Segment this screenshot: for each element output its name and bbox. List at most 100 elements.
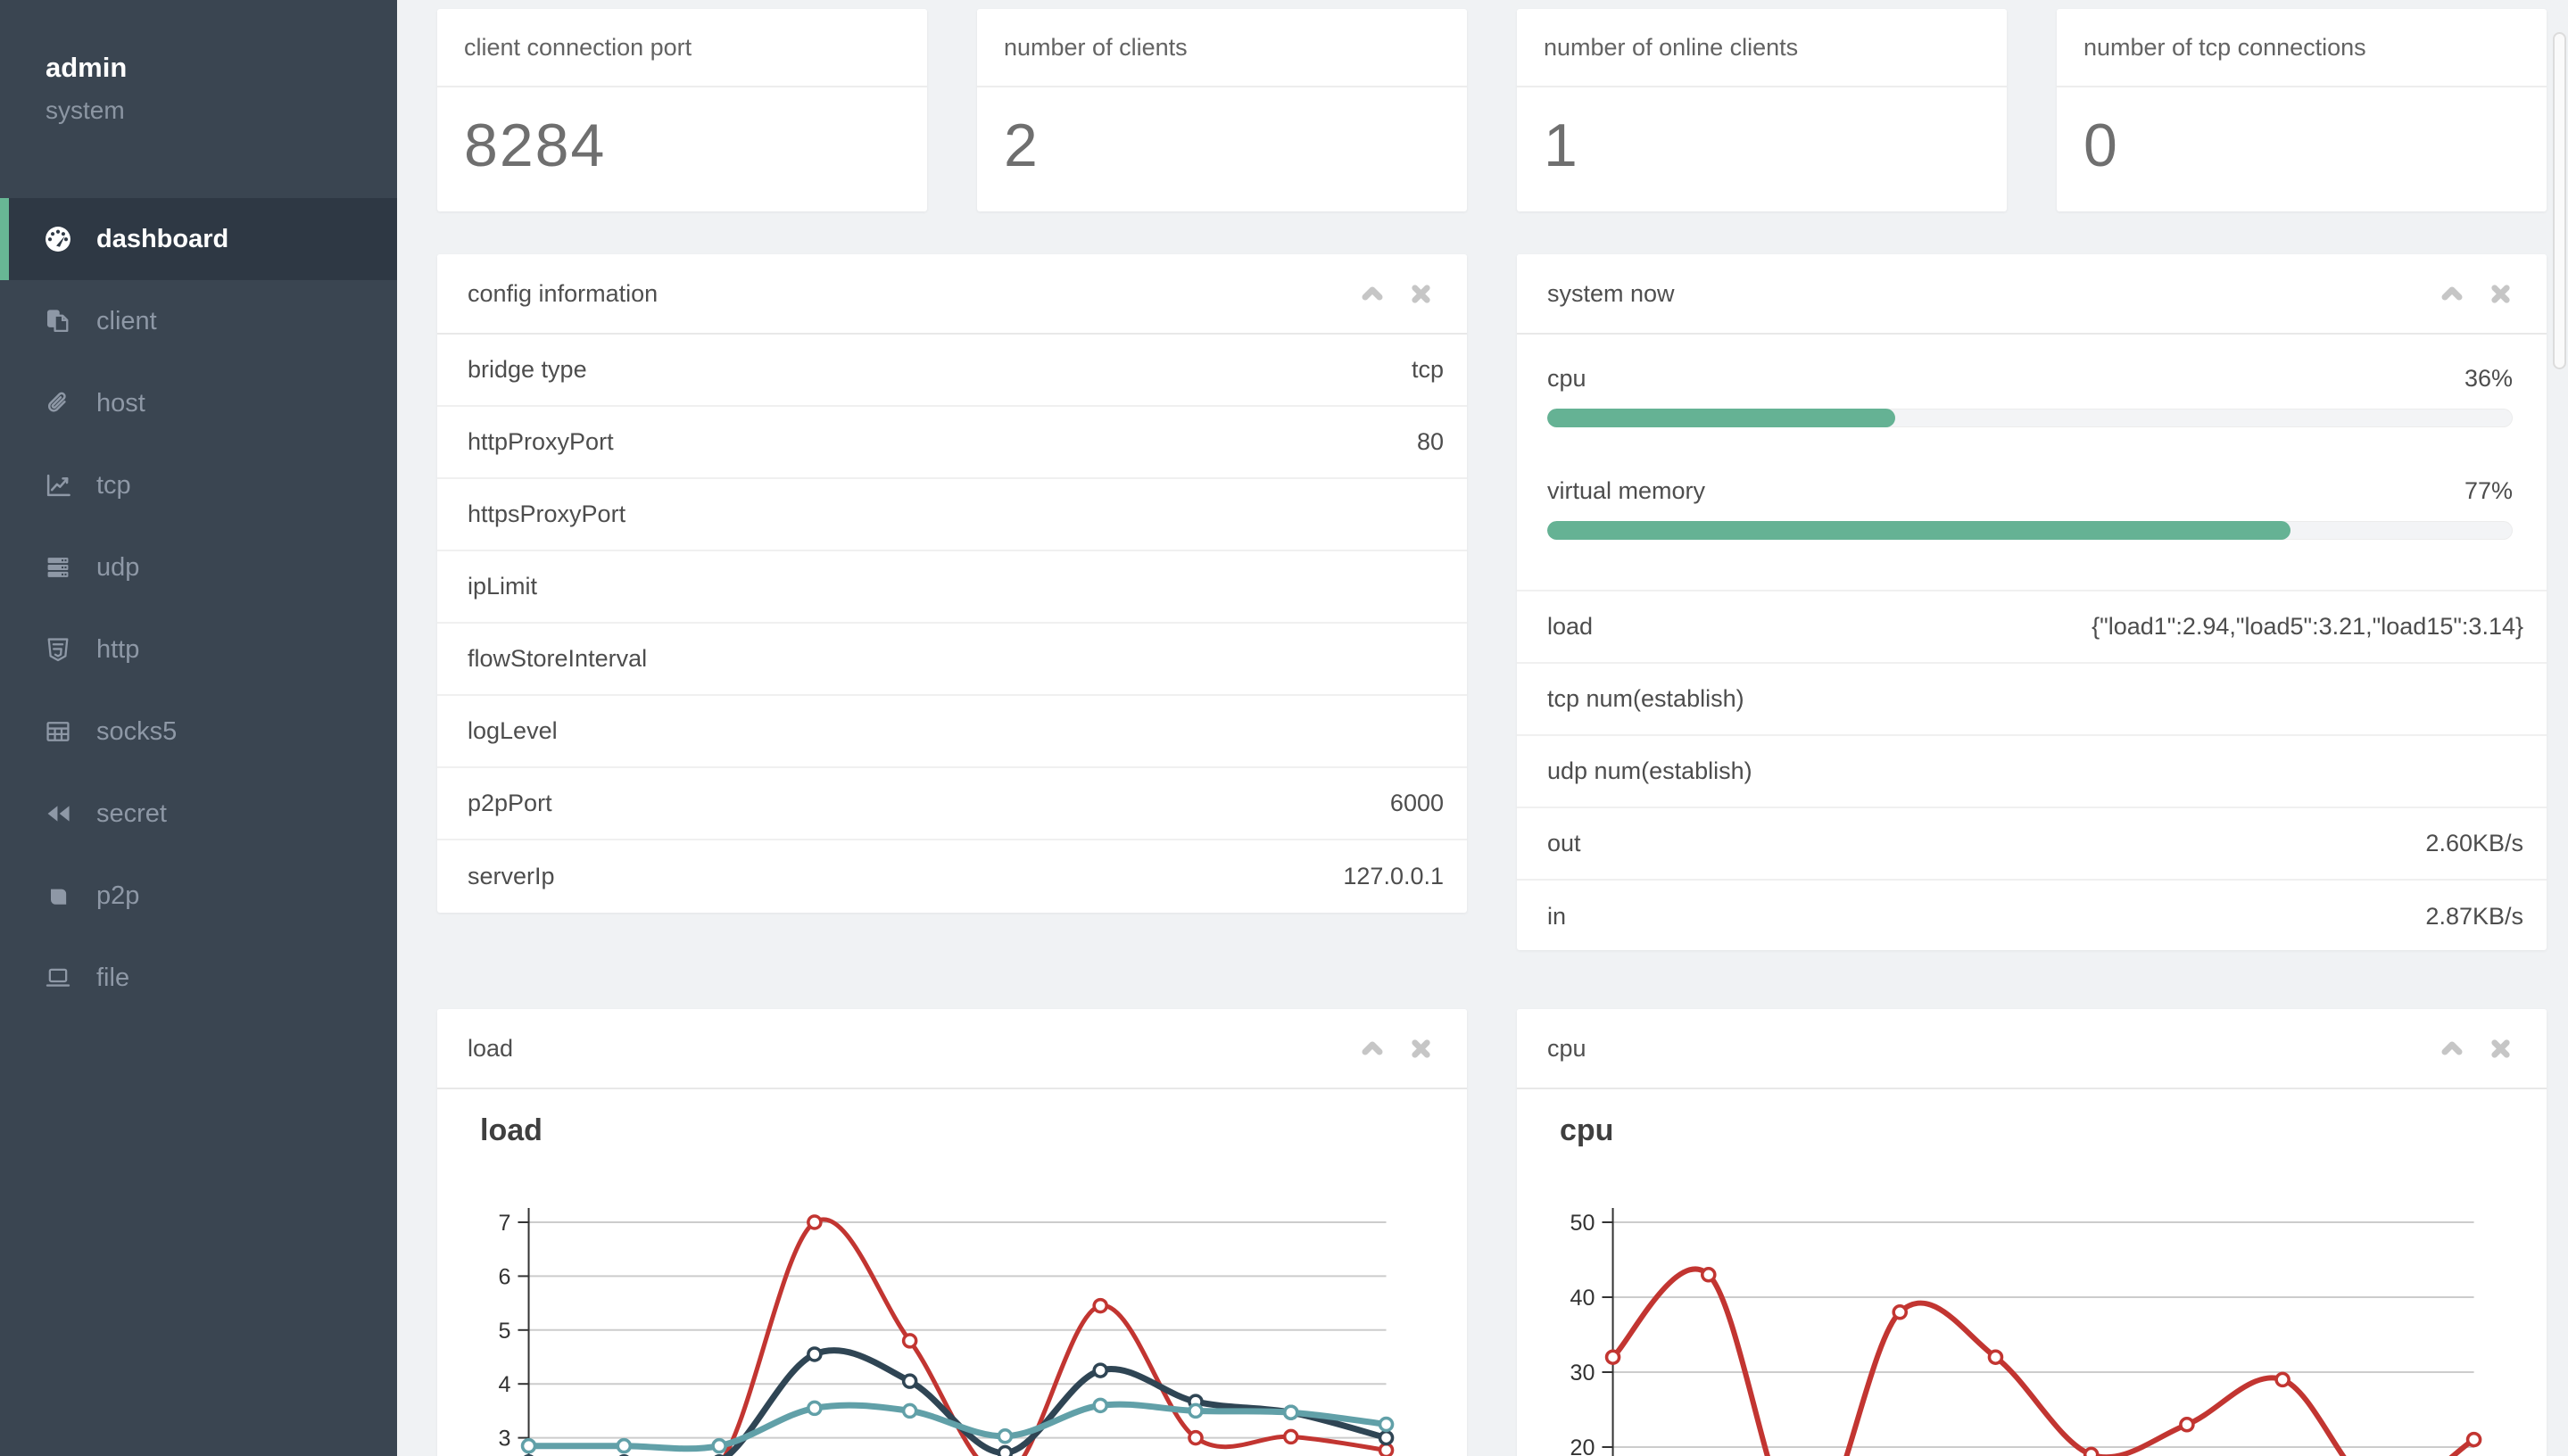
user-name: admin (46, 52, 128, 83)
system-rows: load {"load1":2.94,"load5":3.21,"load15":… (1517, 592, 2547, 950)
panel-title: system now (1547, 279, 1675, 307)
row-label: tcp num(establish) (1547, 685, 1744, 712)
system-now-panel: system now cpu 36% virtual memory 77% load {… (1517, 254, 2547, 950)
table-row: httpProxyPort 80 (437, 407, 1467, 479)
data-point-marker (1378, 1416, 1395, 1433)
load-chart[interactable]: 3 4 5 6 7 (437, 1174, 1467, 1456)
stat-card-value: 2 (1004, 112, 1040, 179)
data-point-marker (616, 1437, 633, 1454)
laptop-icon (43, 963, 73, 993)
data-point-marker (901, 1373, 918, 1389)
row-label: bridge type (468, 356, 587, 383)
stat-card: client connection port 8284 (437, 9, 927, 211)
sidebar-item-secret[interactable]: secret (0, 773, 397, 855)
config-panel: config information bridge type tcp httpPro… (437, 254, 1467, 913)
sidebar-item-p2p[interactable]: p2p (0, 855, 397, 937)
gauge-icon (43, 224, 73, 254)
sidebar-item-client[interactable]: client (0, 280, 397, 362)
row-value: 127.0.0.1 (1343, 863, 1444, 889)
y-axis-tick-label: 50 (1570, 1211, 1595, 1236)
progress-bar (1547, 409, 2513, 427)
gauge-virtual-memory: virtual memory 77% (1547, 477, 2513, 540)
sidebar-item-host[interactable]: host (0, 362, 397, 444)
panel-title: config information (468, 279, 659, 307)
stat-card: number of tcp connections 0 (2057, 9, 2547, 211)
sidebar: admin system dashboard client host tcp udp ht… (0, 0, 397, 1456)
sidebar-item-socks5[interactable]: socks5 (0, 691, 397, 773)
system-gauges: cpu 36% virtual memory 77% (1517, 335, 2547, 540)
cpu-chart-panel: cpu cpu 20 30 40 50 (1517, 1009, 2547, 1456)
row-label: httpsProxyPort (468, 500, 626, 527)
panel-title: cpu (1547, 1034, 1586, 1062)
sidebar-item-http[interactable]: http (0, 608, 397, 691)
data-point-marker (1892, 1304, 1909, 1320)
stat-card-label: client connection port (437, 9, 927, 87)
table-row: load {"load1":2.94,"load5":3.21,"load15":… (1517, 592, 2547, 664)
table-row: tcp num(establish) (1517, 664, 2547, 736)
cpu-panel-header: cpu (1517, 1009, 2547, 1089)
chevron-up-icon[interactable] (2439, 1035, 2465, 1062)
main-content: client connection port 8284 number of clie… (397, 0, 2568, 1456)
table-row: bridge type tcp (437, 335, 1467, 407)
progress-bar-fill (1547, 409, 1895, 427)
gauge-label: cpu (1547, 365, 1586, 392)
shield-icon (43, 634, 73, 665)
sidebar-item-label: secret (96, 798, 167, 828)
sidebar-item-label: udp (96, 552, 140, 582)
user-role: system (46, 96, 125, 124)
close-icon[interactable] (1409, 282, 1433, 306)
sidebar-item-udp[interactable]: udp (0, 526, 397, 608)
row-label: out (1547, 830, 1581, 856)
row-label: in (1547, 903, 1567, 930)
table-row: udp num(establish) (1517, 736, 2547, 808)
data-point-marker (1188, 1402, 1204, 1419)
chevron-up-icon[interactable] (1359, 1035, 1386, 1062)
paperclip-icon (43, 388, 73, 418)
stat-card: number of online clients 1 (1517, 9, 2007, 211)
chevron-up-icon[interactable] (1359, 280, 1386, 307)
chart-title: cpu (1560, 1113, 1614, 1147)
data-point-marker (1092, 1397, 1108, 1414)
sidebar-item-dashboard[interactable]: dashboard (0, 198, 397, 280)
data-point-marker (2465, 1431, 2482, 1448)
table-row: in 2.87KB/s (1517, 881, 2547, 950)
chart-line-icon (43, 470, 73, 500)
sidebar-item-label: file (96, 963, 130, 992)
data-point-marker (1092, 1362, 1108, 1378)
sidebar-item-file[interactable]: file (0, 937, 397, 1019)
config-rows: bridge type tcp httpProxyPort 80 httpsProxyP… (437, 335, 1467, 913)
gauge-cpu: cpu 36% (1547, 365, 2513, 427)
line-series (722, 1347, 1390, 1456)
row-value: 6000 (1389, 790, 1444, 816)
divider (1517, 590, 2547, 592)
rewind-icon (43, 798, 73, 829)
row-value: 2.87KB/s (2425, 903, 2523, 930)
data-point-marker (807, 1346, 823, 1362)
close-icon[interactable] (2489, 282, 2513, 306)
data-point-marker (1700, 1267, 1717, 1283)
row-label: udp num(establish) (1547, 757, 1752, 784)
sidebar-item-label: client (96, 306, 157, 335)
table-row: out 2.60KB/s (1517, 808, 2547, 881)
stat-card-value: 1 (1544, 112, 1579, 179)
y-axis-tick-label: 5 (498, 1319, 510, 1344)
panel-header-icons (2439, 280, 2513, 307)
cpu-chart[interactable]: 20 30 40 50 (1517, 1174, 2547, 1456)
sidebar-item-label: p2p (96, 881, 140, 910)
data-point-marker (1378, 1442, 1395, 1456)
close-icon[interactable] (2489, 1037, 2513, 1061)
chevron-up-icon[interactable] (2439, 280, 2465, 307)
stat-card-value: 8284 (464, 112, 607, 179)
row-label: flowStoreInterval (468, 645, 648, 672)
load-panel-header: load (437, 1009, 1467, 1089)
row-value: tcp (1411, 356, 1444, 383)
data-point-marker (1604, 1349, 1621, 1365)
sidebar-item-label: http (96, 634, 140, 664)
sidebar-item-tcp[interactable]: tcp (0, 444, 397, 526)
data-point-marker (807, 1214, 823, 1230)
scrollbar-thumb[interactable] (2553, 32, 2566, 369)
stat-card: number of clients 2 (977, 9, 1467, 211)
close-icon[interactable] (1409, 1037, 1433, 1061)
copy-icon (43, 306, 73, 336)
p2p-icon (43, 881, 73, 911)
